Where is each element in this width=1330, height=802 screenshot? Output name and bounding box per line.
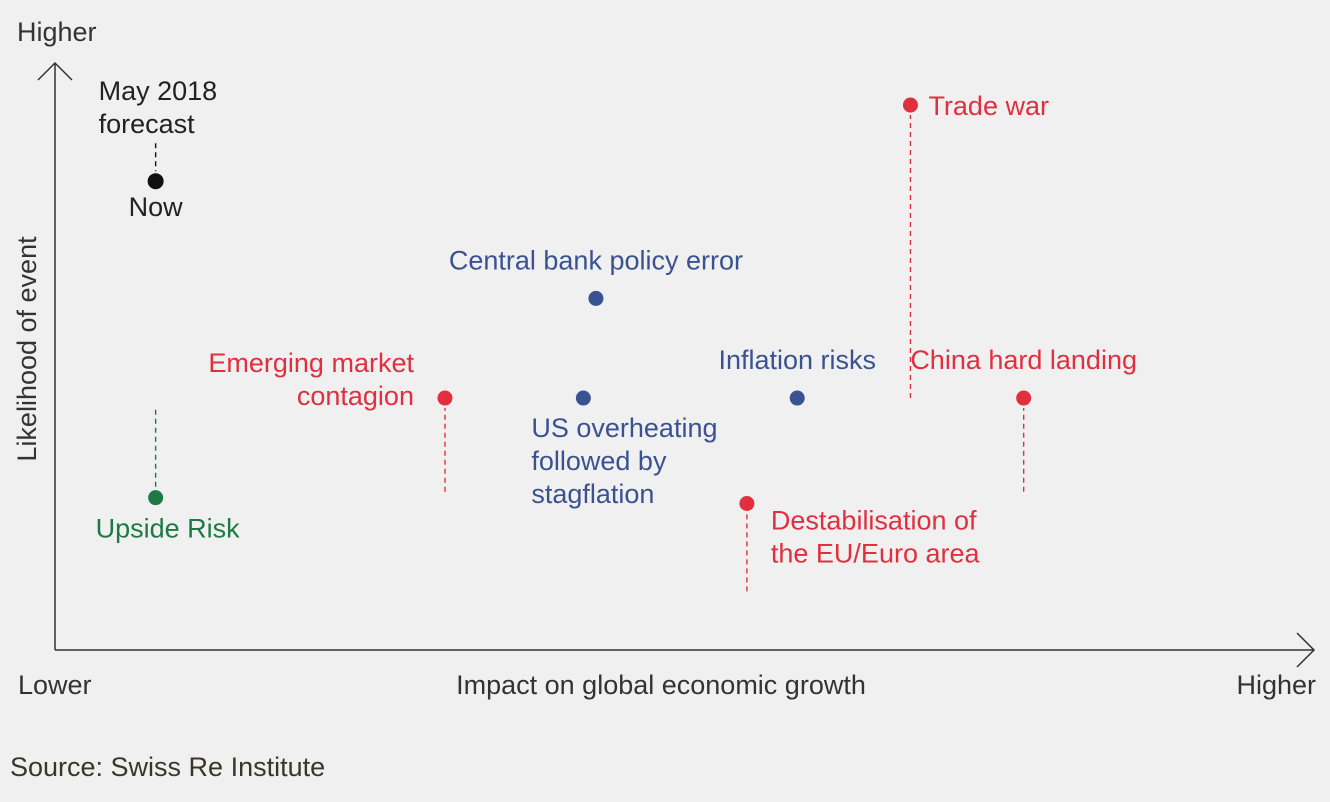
point-us-overheating-followed-by-stagflation <box>575 390 591 406</box>
point-china-hard-landing <box>1016 390 1032 406</box>
point-central-bank-policy-error <box>588 290 604 306</box>
x-axis-high-label: Higher <box>1236 670 1316 700</box>
chart-marks: May 2018 forecast Now Upside Risk Emerging m… <box>96 76 1137 592</box>
label-emerging-market-contagion: Emerging market contagion <box>208 348 414 411</box>
point-trade-war <box>902 97 918 113</box>
label-china-hard-landing: China hard landing <box>910 345 1137 375</box>
y-axis-arrow <box>37 61 73 81</box>
legend-now-label: Now <box>129 192 184 222</box>
x-axis-title: Impact on global economic growth <box>456 670 866 700</box>
label-destabilisation-of-the-eu-euro-area: Destabilisation of the EU/Euro area <box>771 506 981 569</box>
label-central-bank-policy-error: Central bank policy error <box>449 245 743 275</box>
point-emerging-market-contagion <box>437 390 453 406</box>
label-inflation-risks: Inflation risks <box>718 345 876 375</box>
legend-forecast-label: May 2018 forecast <box>99 76 218 139</box>
source-note: Source: Swiss Re Institute <box>10 752 325 782</box>
y-axis-title: Likelihood of event <box>12 236 42 462</box>
point-upside-risk <box>148 490 164 506</box>
x-axis-low-label: Lower <box>18 670 92 700</box>
label-us-overheating-followed-by-stagflation: US overheating followed by stagflation <box>531 413 717 509</box>
point-inflation-risks <box>789 390 805 406</box>
label-upside-risk: Upside Risk <box>96 514 241 544</box>
label-trade-war: Trade war <box>928 91 1049 121</box>
x-axis-arrow <box>1296 632 1316 668</box>
legend-now-marker <box>147 173 164 190</box>
y-axis-high-label: Higher <box>17 17 97 47</box>
point-destabilisation-of-the-eu-euro-area <box>739 496 755 511</box>
